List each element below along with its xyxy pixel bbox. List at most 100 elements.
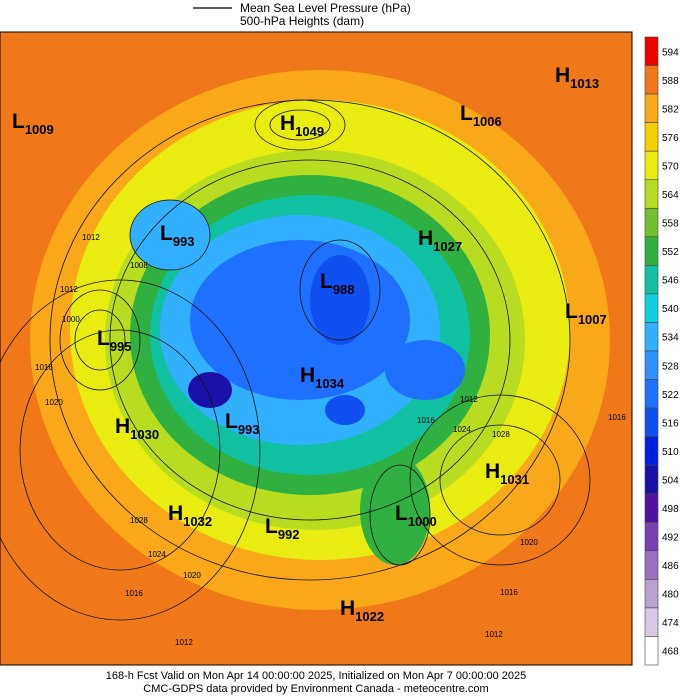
pressure-center: H1022 <box>340 597 384 624</box>
footer-text: CMC-GDPS data provided by Environment Ca… <box>143 683 488 695</box>
center-letter: L <box>265 515 278 538</box>
pressure-center: L1006 <box>460 102 502 129</box>
contour-label: 1020 <box>45 398 63 407</box>
center-letter: H <box>300 364 315 387</box>
colorbar-label: 546 <box>662 276 679 287</box>
center-letter: L <box>225 410 238 433</box>
pressure-center: H1031 <box>485 460 529 487</box>
contour-label: 1000 <box>62 315 80 324</box>
center-pressure: 993 <box>238 422 260 437</box>
map-frame <box>0 31 633 666</box>
footer: 168-h Fcst Valid on Mon Apr 14 00:00:00 … <box>106 670 527 695</box>
colorbar-label: 492 <box>662 533 679 544</box>
center-pressure: 1013 <box>570 76 599 91</box>
contour-label: 1024 <box>148 550 166 559</box>
colorbar-label: 504 <box>662 475 679 486</box>
center-pressure: 1030 <box>130 427 159 442</box>
center-pressure: 993 <box>173 234 195 249</box>
center-letter: H <box>115 415 130 438</box>
color-swatch <box>644 36 659 66</box>
contour-labels: 1012 1008 1012 1000 1016 1020 1028 1024 1020 1016… <box>35 233 626 647</box>
center-pressure: 995 <box>110 339 132 354</box>
pressure-center: L1000 <box>395 502 437 529</box>
center-letter: H <box>168 502 183 525</box>
color-swatch <box>644 293 659 323</box>
center-letter: H <box>555 64 570 87</box>
colorbar-label: 588 <box>662 76 679 87</box>
color-swatch <box>644 65 659 95</box>
colorbar-label: 480 <box>662 590 679 601</box>
center-pressure: 1032 <box>183 514 212 529</box>
colorbar-label: 582 <box>662 104 679 115</box>
contour-label: 1028 <box>130 516 148 525</box>
color-swatch <box>644 350 659 380</box>
center-pressure: 1027 <box>433 239 462 254</box>
colorbar-label: 594 <box>662 47 679 58</box>
center-pressure: 1031 <box>500 472 529 487</box>
contour-label: 1016 <box>608 413 626 422</box>
color-swatch <box>644 607 659 637</box>
color-swatch <box>644 379 659 409</box>
color-swatch <box>644 436 659 466</box>
pressure-center: H1030 <box>115 415 159 442</box>
colorbar-label: 558 <box>662 219 679 230</box>
colorbar-label: 576 <box>662 133 679 144</box>
center-letter: L <box>565 300 578 323</box>
contour-label: 1012 <box>460 395 478 404</box>
pressure-center: H1032 <box>168 502 212 529</box>
center-pressure: 1000 <box>408 514 437 529</box>
color-swatch <box>644 579 659 609</box>
contour-label: 1016 <box>125 589 143 598</box>
center-letter: L <box>320 270 333 293</box>
contour-label: 1012 <box>485 630 503 639</box>
center-letter: L <box>460 102 473 125</box>
colorbar: 594 588 582 576 570 564 558 552 546 540 534 528 522 5… <box>644 36 679 666</box>
center-letter: H <box>280 112 295 135</box>
colorbar-label: 570 <box>662 161 679 172</box>
pressure-center: H1034 <box>300 364 345 391</box>
colorbar-label: 516 <box>662 418 679 429</box>
color-swatch <box>644 179 659 209</box>
pressure-center: L993 <box>160 222 195 249</box>
center-pressure: 1009 <box>25 122 54 137</box>
center-pressure: 988 <box>333 282 355 297</box>
pressure-center: L992 <box>265 515 300 542</box>
colorbar-label: 510 <box>662 447 679 458</box>
contour-label: 1008 <box>130 261 148 270</box>
color-swatch <box>644 521 659 552</box>
pressure-center: L995 <box>97 327 132 354</box>
contour-label: 1016 <box>500 588 518 597</box>
contour-label: 1012 <box>82 233 100 242</box>
footer-text: 168-h Fcst Valid on Mon Apr 14 00:00:00 … <box>106 670 527 682</box>
pressure-center: L993 <box>225 410 260 437</box>
contour-label: 1028 <box>492 430 510 439</box>
header: Mean Sea Level Pressure (hPa) 500-hPa He… <box>193 1 411 28</box>
color-swatch <box>644 122 659 152</box>
pressure-center: L1007 <box>565 300 607 327</box>
center-letter: H <box>340 597 355 620</box>
color-swatch <box>644 236 659 266</box>
legend-text: 500-hPa Heights (dam) <box>240 14 364 28</box>
color-swatch <box>644 322 659 352</box>
colorbar-label: 540 <box>662 304 679 315</box>
center-letter: L <box>160 222 173 245</box>
center-letter: H <box>485 460 500 483</box>
center-letter: L <box>97 327 110 350</box>
contour-label: 1016 <box>417 416 435 425</box>
colorbar-label: 468 <box>662 647 679 658</box>
center-pressure: 992 <box>278 527 300 542</box>
colorbar-label: 552 <box>662 247 679 258</box>
center-pressure: 1007 <box>578 312 607 327</box>
center-letter: L <box>12 110 25 133</box>
color-swatch <box>644 464 659 495</box>
pressure-center: L988 <box>320 270 355 297</box>
colorbar-label: 474 <box>662 618 679 629</box>
colorbar-label: 528 <box>662 361 679 372</box>
colorbar-label: 564 <box>662 190 679 201</box>
color-swatch <box>644 150 659 181</box>
center-pressure: 1034 <box>315 376 345 391</box>
colorbar-label: 522 <box>662 390 679 401</box>
center-letter: H <box>418 227 433 250</box>
contour-label: 1020 <box>183 571 201 580</box>
